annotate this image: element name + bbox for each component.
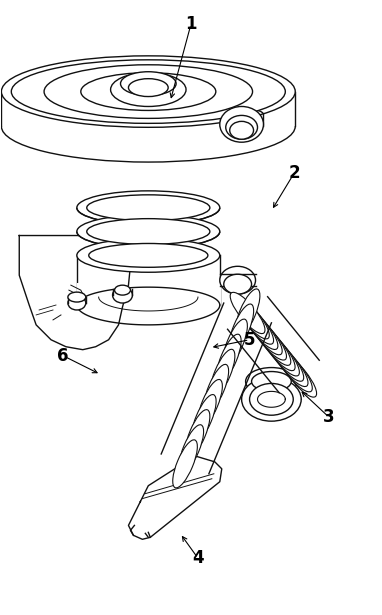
Ellipse shape	[191, 395, 216, 443]
Ellipse shape	[111, 73, 186, 106]
Text: 5: 5	[244, 331, 255, 349]
Ellipse shape	[185, 410, 210, 458]
Ellipse shape	[87, 219, 210, 244]
Ellipse shape	[282, 356, 317, 397]
Ellipse shape	[252, 371, 291, 391]
Ellipse shape	[269, 340, 304, 381]
Text: 6: 6	[57, 347, 69, 365]
Ellipse shape	[77, 191, 220, 224]
Ellipse shape	[243, 308, 278, 349]
Ellipse shape	[44, 65, 253, 118]
Ellipse shape	[252, 319, 286, 360]
Ellipse shape	[239, 303, 274, 344]
Ellipse shape	[273, 345, 308, 387]
Ellipse shape	[260, 330, 295, 371]
Ellipse shape	[68, 296, 86, 310]
Ellipse shape	[179, 425, 204, 473]
Polygon shape	[77, 307, 220, 317]
Polygon shape	[257, 391, 285, 407]
Ellipse shape	[277, 351, 312, 392]
Ellipse shape	[89, 244, 208, 268]
Ellipse shape	[220, 266, 256, 294]
Ellipse shape	[87, 195, 210, 221]
Ellipse shape	[204, 364, 228, 413]
Ellipse shape	[173, 440, 197, 488]
Ellipse shape	[81, 73, 216, 111]
Ellipse shape	[256, 324, 291, 365]
Ellipse shape	[235, 289, 260, 337]
Ellipse shape	[113, 287, 133, 303]
Ellipse shape	[198, 379, 222, 427]
Ellipse shape	[77, 239, 220, 272]
Polygon shape	[128, 456, 222, 539]
Ellipse shape	[265, 335, 299, 376]
Ellipse shape	[128, 79, 168, 97]
Ellipse shape	[249, 383, 293, 415]
Ellipse shape	[246, 368, 297, 395]
Ellipse shape	[210, 349, 235, 397]
Ellipse shape	[115, 285, 130, 295]
Ellipse shape	[224, 274, 252, 294]
Text: 4: 4	[192, 549, 204, 567]
Ellipse shape	[242, 378, 301, 421]
Text: 1: 1	[185, 15, 197, 33]
Ellipse shape	[230, 292, 265, 333]
Ellipse shape	[226, 116, 257, 139]
Ellipse shape	[120, 72, 176, 95]
Ellipse shape	[217, 334, 241, 383]
Text: 2: 2	[288, 164, 300, 182]
Ellipse shape	[248, 314, 282, 355]
Text: 3: 3	[323, 408, 335, 426]
Ellipse shape	[235, 298, 269, 339]
Ellipse shape	[220, 106, 264, 142]
Polygon shape	[19, 236, 130, 350]
Ellipse shape	[229, 304, 254, 352]
Ellipse shape	[2, 56, 295, 127]
Ellipse shape	[11, 60, 285, 124]
Ellipse shape	[68, 292, 86, 302]
Ellipse shape	[77, 215, 220, 248]
Ellipse shape	[230, 121, 254, 139]
Ellipse shape	[223, 319, 248, 367]
